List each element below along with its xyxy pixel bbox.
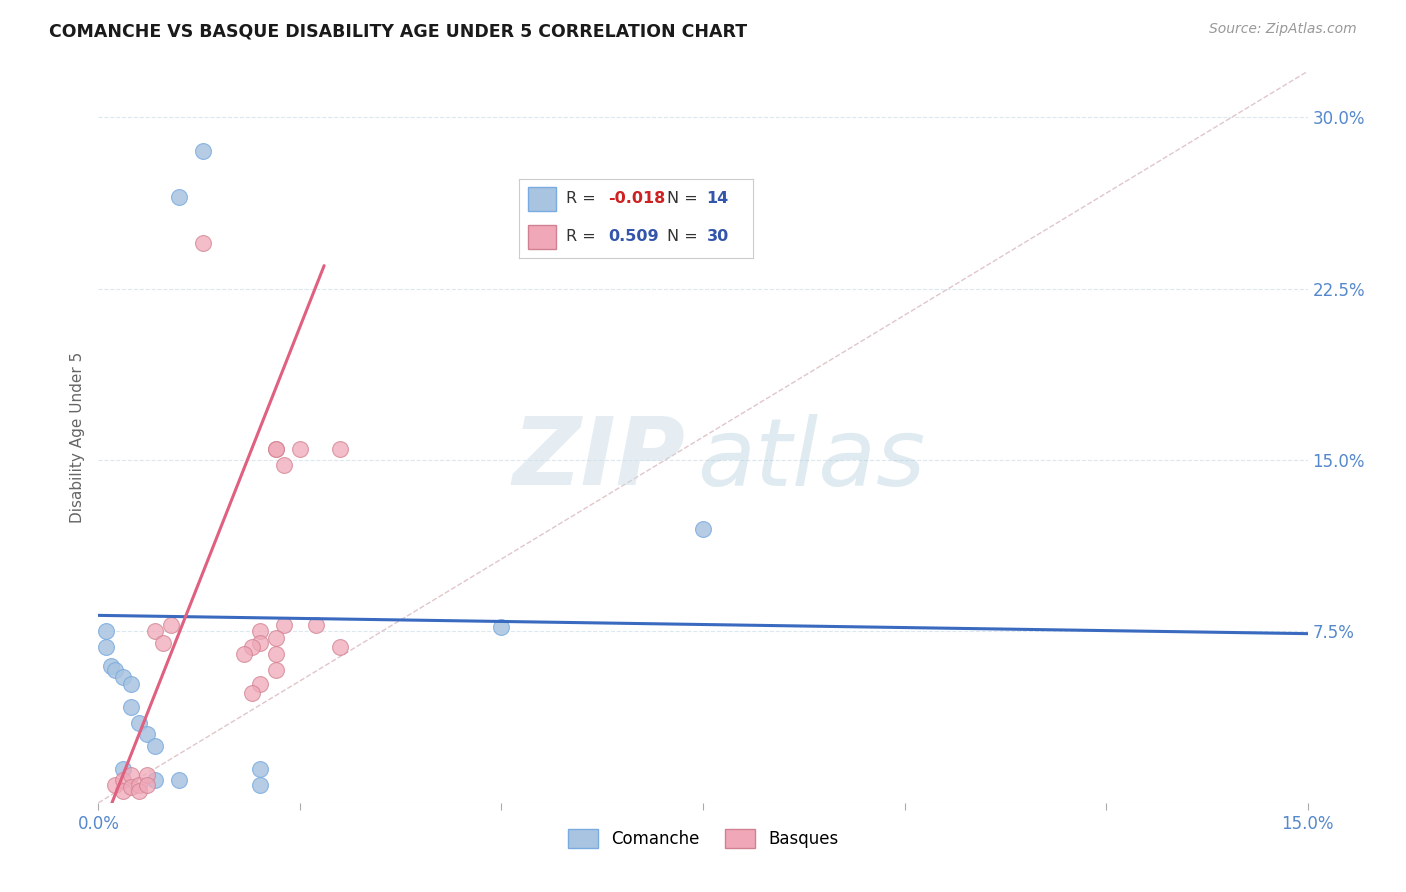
Point <box>232 647 254 661</box>
Point <box>329 442 352 456</box>
Text: N =: N = <box>666 229 697 244</box>
Text: ZIP: ZIP <box>512 413 685 505</box>
Point <box>264 442 287 456</box>
Point <box>249 778 271 792</box>
Point <box>329 640 352 655</box>
Point <box>111 784 134 798</box>
Text: COMANCHE VS BASQUE DISABILITY AGE UNDER 5 CORRELATION CHART: COMANCHE VS BASQUE DISABILITY AGE UNDER … <box>49 22 748 40</box>
Point <box>305 617 328 632</box>
Point <box>96 624 118 639</box>
Point <box>120 768 142 782</box>
Point <box>193 235 215 250</box>
Point <box>103 663 125 677</box>
Point <box>167 772 190 787</box>
Point <box>264 632 287 646</box>
Point <box>692 521 714 535</box>
Point <box>135 768 157 782</box>
Point <box>249 677 271 691</box>
Point <box>111 762 134 776</box>
Point <box>193 145 215 159</box>
Point <box>240 686 263 700</box>
Point <box>288 442 311 456</box>
Point <box>100 658 122 673</box>
Point <box>143 739 166 753</box>
Point <box>103 778 125 792</box>
Text: atlas: atlas <box>697 414 925 505</box>
Text: 0.509: 0.509 <box>607 229 658 244</box>
FancyBboxPatch shape <box>529 225 557 249</box>
Point <box>491 620 513 634</box>
Point <box>120 699 142 714</box>
FancyBboxPatch shape <box>529 187 557 211</box>
Point <box>249 636 271 650</box>
Point <box>273 458 295 472</box>
Point <box>128 778 150 792</box>
Point <box>120 677 142 691</box>
Point <box>249 762 271 776</box>
Point <box>128 784 150 798</box>
Point <box>135 727 157 741</box>
Text: -0.018: -0.018 <box>607 191 665 206</box>
Point <box>249 624 271 639</box>
Point <box>128 715 150 730</box>
Point <box>273 617 295 632</box>
Point <box>143 772 166 787</box>
Point <box>143 624 166 639</box>
Point <box>160 617 183 632</box>
Text: Source: ZipAtlas.com: Source: ZipAtlas.com <box>1209 22 1357 37</box>
Legend: Comanche, Basques: Comanche, Basques <box>560 821 846 856</box>
Point <box>240 640 263 655</box>
Point <box>135 778 157 792</box>
Point <box>264 647 287 661</box>
Text: 30: 30 <box>706 229 728 244</box>
Y-axis label: Disability Age Under 5: Disability Age Under 5 <box>69 351 84 523</box>
Point <box>264 442 287 456</box>
Point <box>96 640 118 655</box>
Point <box>111 772 134 787</box>
Point <box>152 636 174 650</box>
Text: R =: R = <box>565 229 596 244</box>
Text: N =: N = <box>666 191 697 206</box>
Point <box>167 190 190 204</box>
Point <box>264 663 287 677</box>
Point <box>120 780 142 794</box>
Text: 14: 14 <box>706 191 728 206</box>
Text: R =: R = <box>565 191 596 206</box>
Point <box>111 670 134 684</box>
